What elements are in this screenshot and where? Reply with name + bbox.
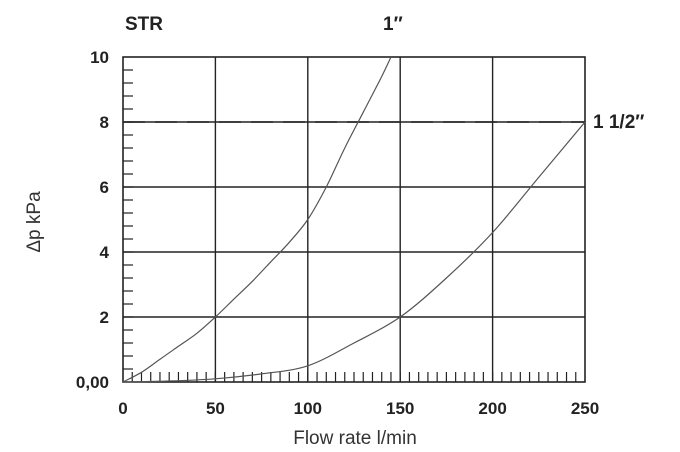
x-tick-label: 50 <box>206 399 225 418</box>
x-tick-labels: 0 50 100 150 200 250 <box>118 399 599 418</box>
y-tick-label: 6 <box>100 178 109 197</box>
y-tick-label: 2 <box>100 308 109 327</box>
series-layer <box>122 56 586 383</box>
x-tick-label: 200 <box>478 399 506 418</box>
grid-lines <box>123 57 585 382</box>
x-tick-label: 250 <box>571 399 599 418</box>
x-axis-label: Flow rate l/min <box>293 428 417 449</box>
series-line-0 <box>122 56 392 383</box>
series-label-1in: 1″ <box>383 14 403 35</box>
y-tick-label: 8 <box>100 113 109 132</box>
y-tick-labels: 0,00 2 4 6 8 10 <box>76 48 110 392</box>
x-tick-label: 150 <box>386 399 414 418</box>
series-label-1-5in: 1 1/2″ <box>593 112 644 133</box>
chart-title: STR <box>125 14 163 35</box>
x-tick-label: 0 <box>118 399 127 418</box>
x-tick-label: 100 <box>294 399 322 418</box>
y-tick-label: 0,00 <box>76 373 109 392</box>
series-line-1 <box>122 121 586 383</box>
y-axis-label: Δp kPa <box>24 191 45 253</box>
y-tick-label: 10 <box>90 48 109 67</box>
minor-ticks <box>123 69 577 382</box>
y-tick-label: 4 <box>100 243 110 262</box>
plot-frame <box>122 56 586 383</box>
